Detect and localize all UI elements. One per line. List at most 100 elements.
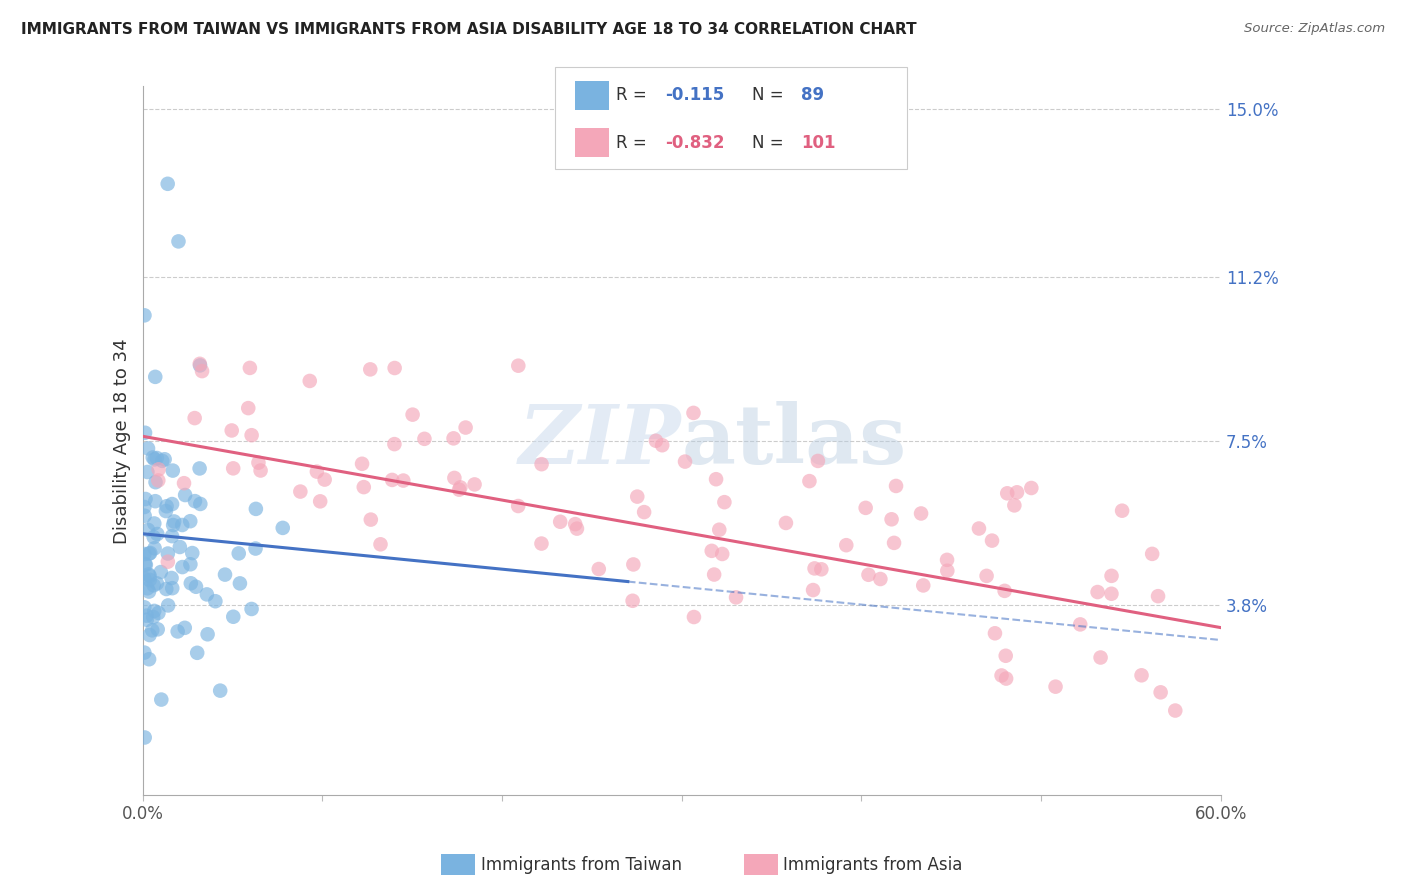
Text: R =: R = [616,134,647,152]
Point [138,573,160,587]
Point [1021,481,1043,495]
Point [134,600,156,615]
Point [1101,587,1123,601]
Point [1005,485,1028,500]
Point [136,523,159,537]
Point [392,474,415,488]
Point [353,480,375,494]
Point [134,500,156,514]
Point [271,521,294,535]
Point [180,576,202,591]
Point [1130,668,1153,682]
Point [228,546,250,560]
Point [174,488,197,502]
Point [835,538,858,552]
Point [711,547,734,561]
Point [155,582,177,596]
Point [138,567,160,582]
Point [976,569,998,583]
Point [936,553,959,567]
Point [163,515,186,529]
Point [984,626,1007,640]
Point [1140,547,1163,561]
Point [240,602,263,616]
Point [298,374,321,388]
Point [240,428,263,442]
Point [145,475,167,490]
Point [135,558,157,572]
Point [626,490,648,504]
Point [454,420,477,434]
Point [156,177,179,191]
Point [990,668,1012,682]
Point [134,731,156,745]
Point [645,434,668,448]
Point [700,544,723,558]
Point [703,567,725,582]
Point [150,454,173,468]
Point [807,454,830,468]
Point [239,360,262,375]
Point [548,515,571,529]
Point [134,425,156,440]
Point [134,508,156,523]
Point [149,565,172,579]
Point [169,540,191,554]
Point [173,476,195,491]
Point [360,513,382,527]
Point [188,461,211,475]
Point [352,457,374,471]
Text: 101: 101 [801,134,837,152]
Point [880,512,903,526]
Point [179,514,201,528]
Point [143,494,166,508]
Y-axis label: Disability Age 18 to 34: Disability Age 18 to 34 [114,338,131,543]
Point [162,581,184,595]
Point [801,582,824,597]
Point [222,461,245,475]
Text: R =: R = [616,87,647,104]
Point [138,569,160,583]
Point [884,479,907,493]
Point [214,567,236,582]
Point [148,606,170,620]
Point [135,613,157,627]
Point [146,576,169,591]
Point [155,500,177,514]
Point [621,558,644,572]
Point [981,533,1004,548]
Point [858,567,880,582]
Point [810,562,832,576]
Point [449,480,471,494]
Point [1002,499,1025,513]
Text: Immigrants from Taiwan: Immigrants from Taiwan [481,856,682,874]
Point [508,359,530,373]
Point [370,537,392,551]
Point [530,536,553,550]
Point [138,652,160,666]
Point [160,529,183,543]
Point [146,527,169,541]
Text: atlas: atlas [682,401,907,481]
Point [209,683,232,698]
Point [449,483,471,497]
Point [157,599,180,613]
Point [238,401,260,416]
Point [869,572,891,586]
Point [135,491,157,506]
Point [936,564,959,578]
Point [155,504,177,518]
Point [138,547,160,561]
Point [173,621,195,635]
Point [229,576,252,591]
Point [1045,680,1067,694]
Point [142,610,165,624]
Point [1090,650,1112,665]
Point [401,408,423,422]
Point [143,541,166,556]
Point [143,516,166,531]
Point [188,357,211,371]
Point [186,646,208,660]
Point [160,571,183,585]
Point [197,627,219,641]
